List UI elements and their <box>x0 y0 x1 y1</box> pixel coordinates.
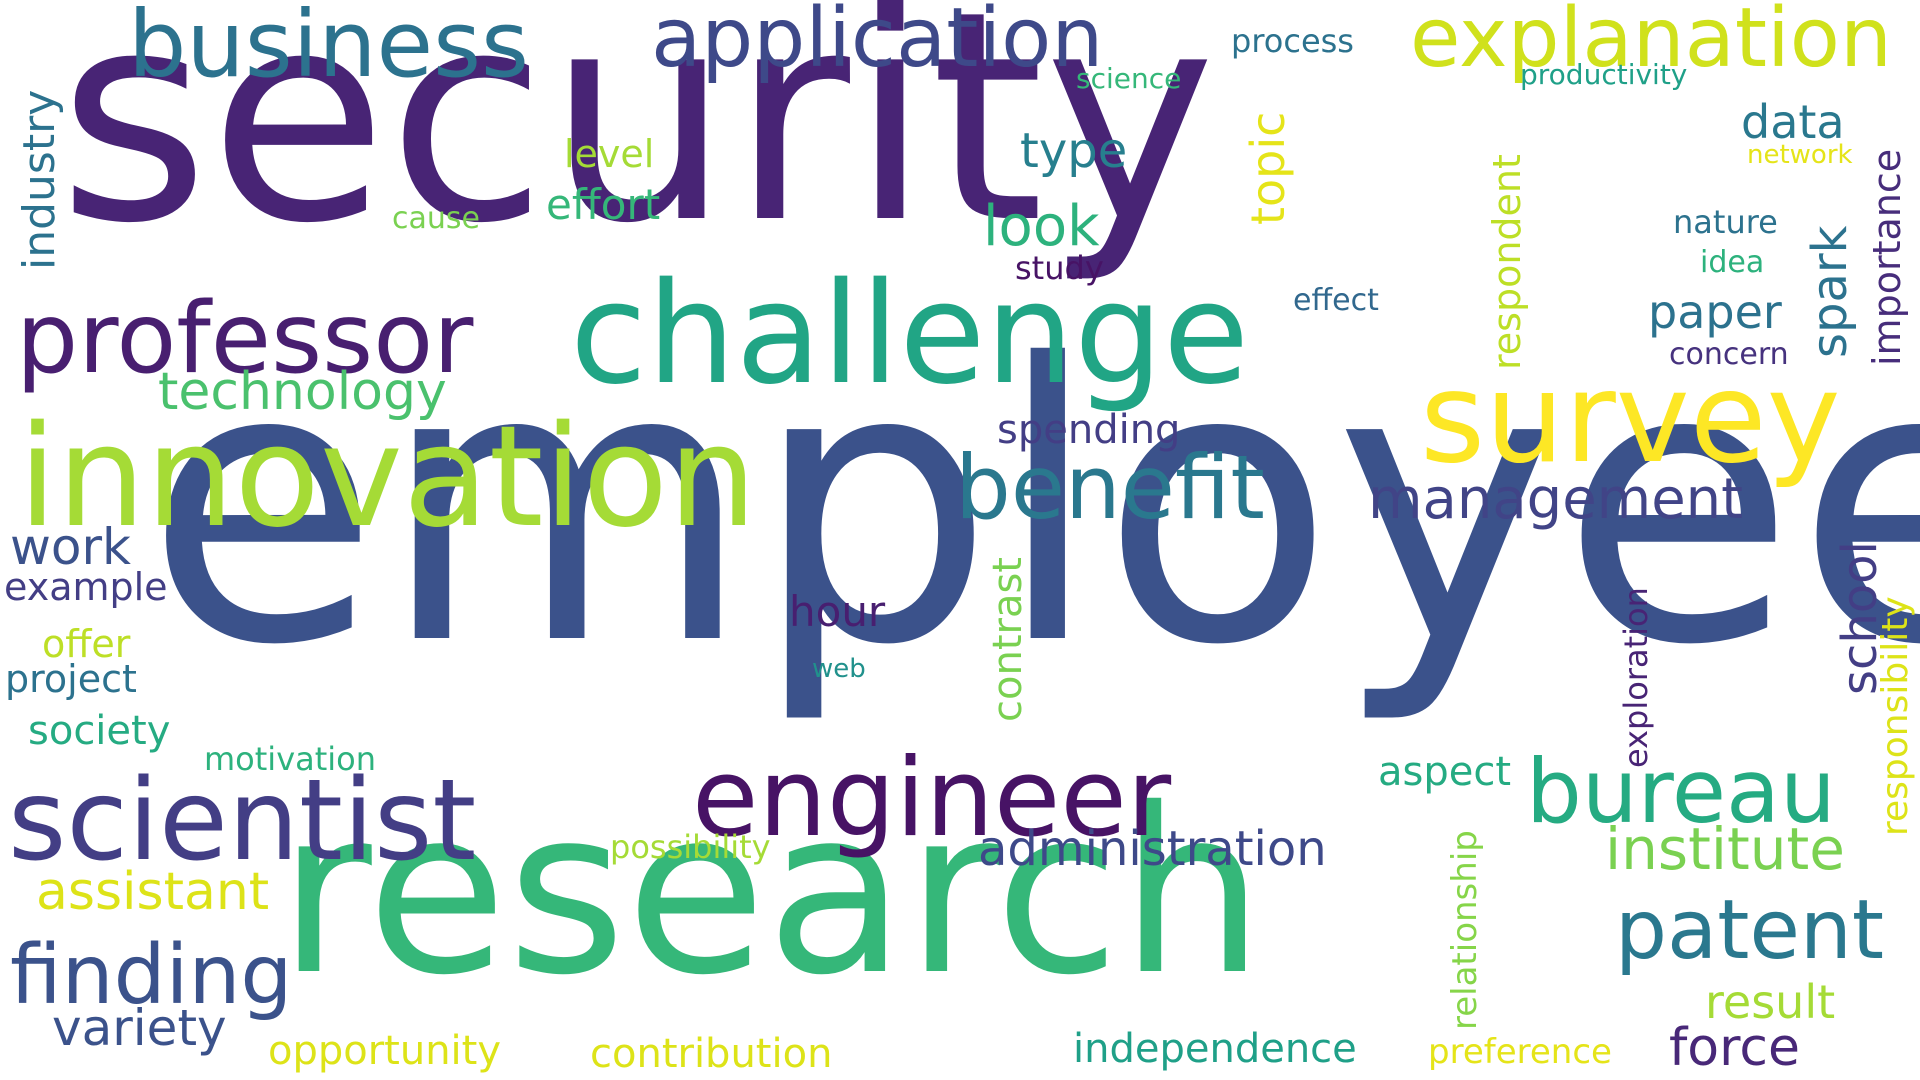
word-cause: cause <box>392 201 480 236</box>
word-innovation: innovation <box>18 396 757 559</box>
word-level: level <box>564 132 655 176</box>
word-possibility: possibility <box>610 828 771 866</box>
word-study: study <box>1015 249 1104 287</box>
word-application: application <box>651 0 1104 86</box>
word-effect: effect <box>1293 283 1379 318</box>
word-business: business <box>128 0 529 98</box>
word-web: web <box>812 654 866 684</box>
word-society: society <box>28 708 171 754</box>
word-scientist: scientist <box>8 756 477 886</box>
word-security: security <box>58 0 1216 287</box>
word-concern: concern <box>1669 337 1789 372</box>
word-patent: patent <box>1615 883 1885 978</box>
word-assistant: assistant <box>36 862 270 922</box>
word-hour: hour <box>789 587 886 636</box>
word-bureau: bureau <box>1526 740 1836 843</box>
word-variety: variety <box>52 999 227 1057</box>
word-engineer: engineer <box>692 736 1172 861</box>
word-network: network <box>1747 140 1853 170</box>
word-technology: technology <box>158 362 447 422</box>
word-data: data <box>1741 95 1845 149</box>
word-industry: industry <box>14 89 65 270</box>
word-employee: employee <box>145 284 1920 729</box>
word-administration: administration <box>978 821 1327 877</box>
word-paper: paper <box>1648 285 1782 339</box>
word-productivity: productivity <box>1520 58 1688 91</box>
word-motivation: motivation <box>204 740 377 778</box>
word-professor: professor <box>16 282 474 396</box>
word-preference: preference <box>1428 1032 1612 1072</box>
word-responsibility: responsibility <box>1875 596 1916 836</box>
word-contribution: contribution <box>590 1031 833 1077</box>
word-explanation: explanation <box>1410 0 1892 86</box>
word-science: science <box>1076 62 1182 95</box>
word-effort: effort <box>546 180 661 229</box>
word-benefit: benefit <box>955 436 1265 539</box>
word-aspect: aspect <box>1378 749 1512 795</box>
word-research: research <box>278 759 1265 1025</box>
word-contrast: contrast <box>985 557 1031 722</box>
word-nature: nature <box>1673 203 1778 241</box>
word-idea: idea <box>1700 245 1765 280</box>
word-offer: offer <box>42 622 131 666</box>
word-relationship: relationship <box>1445 830 1485 1030</box>
word-institute: institute <box>1605 815 1845 883</box>
word-independence: independence <box>1073 1026 1357 1072</box>
word-management: management <box>1368 467 1744 532</box>
word-opportunity: opportunity <box>268 1028 502 1074</box>
word-type: type <box>1020 123 1128 179</box>
word-look: look <box>983 194 1100 259</box>
word-survey: survey <box>1420 346 1841 491</box>
word-result: result <box>1705 975 1836 1029</box>
word-importance: importance <box>1865 148 1909 366</box>
word-finding: finding <box>10 928 293 1023</box>
word-example: example <box>4 565 168 609</box>
word-project: project <box>5 657 137 701</box>
word-process: process <box>1231 22 1354 60</box>
word-spending: spending <box>997 407 1181 453</box>
word-respondent: respondent <box>1485 154 1529 370</box>
word-topic: topic <box>1241 111 1295 225</box>
word-spark: spark <box>1802 225 1858 358</box>
word-force: force <box>1669 1018 1800 1078</box>
word-challenge: challenge <box>570 253 1250 416</box>
word-exploration: exploration <box>1617 587 1655 768</box>
word-work: work <box>10 518 131 576</box>
